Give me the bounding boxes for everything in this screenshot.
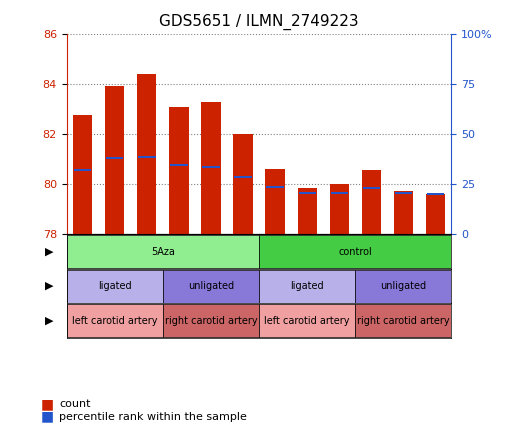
FancyBboxPatch shape [67,235,259,268]
Bar [299,192,316,194]
Bar [202,166,220,168]
Text: left carotid artery: left carotid artery [264,316,350,326]
Bar [426,194,445,234]
Text: unligated: unligated [188,281,234,291]
Bar [74,170,91,171]
Text: ■: ■ [41,397,54,411]
FancyBboxPatch shape [259,304,355,337]
Title: GDS5651 / ILMN_2749223: GDS5651 / ILMN_2749223 [159,14,359,30]
Text: left carotid artery: left carotid artery [72,316,157,326]
Text: right carotid artery: right carotid artery [357,316,450,326]
Bar [363,187,380,189]
Bar [201,102,221,234]
Bar [170,165,188,166]
Bar [266,186,284,188]
Bar [393,190,413,234]
FancyBboxPatch shape [163,269,259,302]
FancyBboxPatch shape [259,235,451,268]
Text: ■: ■ [41,409,54,423]
Bar [330,192,348,194]
Text: ▶: ▶ [45,281,54,291]
Text: ▶: ▶ [45,247,54,257]
Bar [169,107,189,234]
Bar [298,188,317,234]
FancyBboxPatch shape [67,304,163,337]
Bar [362,170,381,234]
Bar [233,134,252,234]
Text: ▶: ▶ [45,316,54,326]
Text: right carotid artery: right carotid artery [165,316,258,326]
Text: unligated: unligated [380,281,426,291]
Text: 5Aza: 5Aza [151,247,175,257]
Text: count: count [59,399,90,409]
Bar [106,157,124,159]
FancyBboxPatch shape [355,304,451,337]
Bar [73,115,92,234]
Bar [137,74,156,234]
FancyBboxPatch shape [259,269,355,302]
Bar [138,156,155,158]
FancyBboxPatch shape [67,269,163,302]
FancyBboxPatch shape [163,304,259,337]
FancyBboxPatch shape [355,269,451,302]
Bar [234,176,252,178]
Bar [427,193,444,195]
Bar [105,86,124,234]
Bar [265,169,285,234]
Text: ligated: ligated [290,281,324,291]
Bar [329,184,349,234]
Text: control: control [339,247,372,257]
Text: ligated: ligated [98,281,132,291]
Bar [394,192,412,194]
Text: percentile rank within the sample: percentile rank within the sample [59,412,247,422]
